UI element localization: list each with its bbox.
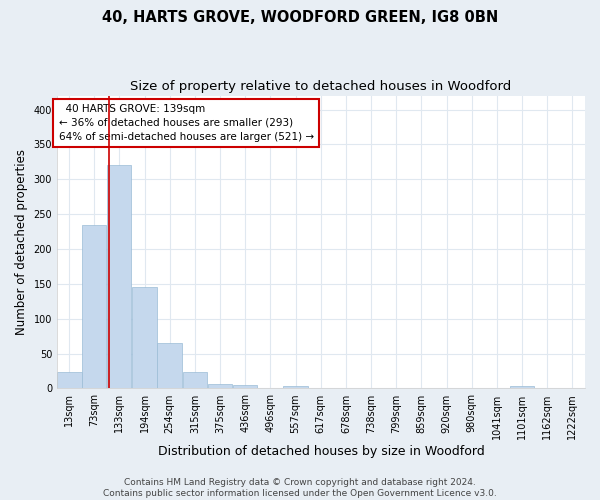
Title: Size of property relative to detached houses in Woodford: Size of property relative to detached ho… xyxy=(130,80,512,93)
Bar xyxy=(57,372,82,388)
X-axis label: Distribution of detached houses by size in Woodford: Distribution of detached houses by size … xyxy=(158,444,484,458)
Bar xyxy=(509,386,534,388)
Bar xyxy=(157,343,182,388)
Bar xyxy=(133,286,157,388)
Y-axis label: Number of detached properties: Number of detached properties xyxy=(15,149,28,335)
Text: 40, HARTS GROVE, WOODFORD GREEN, IG8 0BN: 40, HARTS GROVE, WOODFORD GREEN, IG8 0BN xyxy=(102,10,498,25)
Bar xyxy=(233,385,257,388)
Text: 40 HARTS GROVE: 139sqm
← 36% of detached houses are smaller (293)
64% of semi-de: 40 HARTS GROVE: 139sqm ← 36% of detached… xyxy=(59,104,314,142)
Bar xyxy=(82,224,106,388)
Bar xyxy=(283,386,308,388)
Bar xyxy=(107,166,131,388)
Bar xyxy=(208,384,232,388)
Bar xyxy=(182,372,207,388)
Text: Contains HM Land Registry data © Crown copyright and database right 2024.
Contai: Contains HM Land Registry data © Crown c… xyxy=(103,478,497,498)
